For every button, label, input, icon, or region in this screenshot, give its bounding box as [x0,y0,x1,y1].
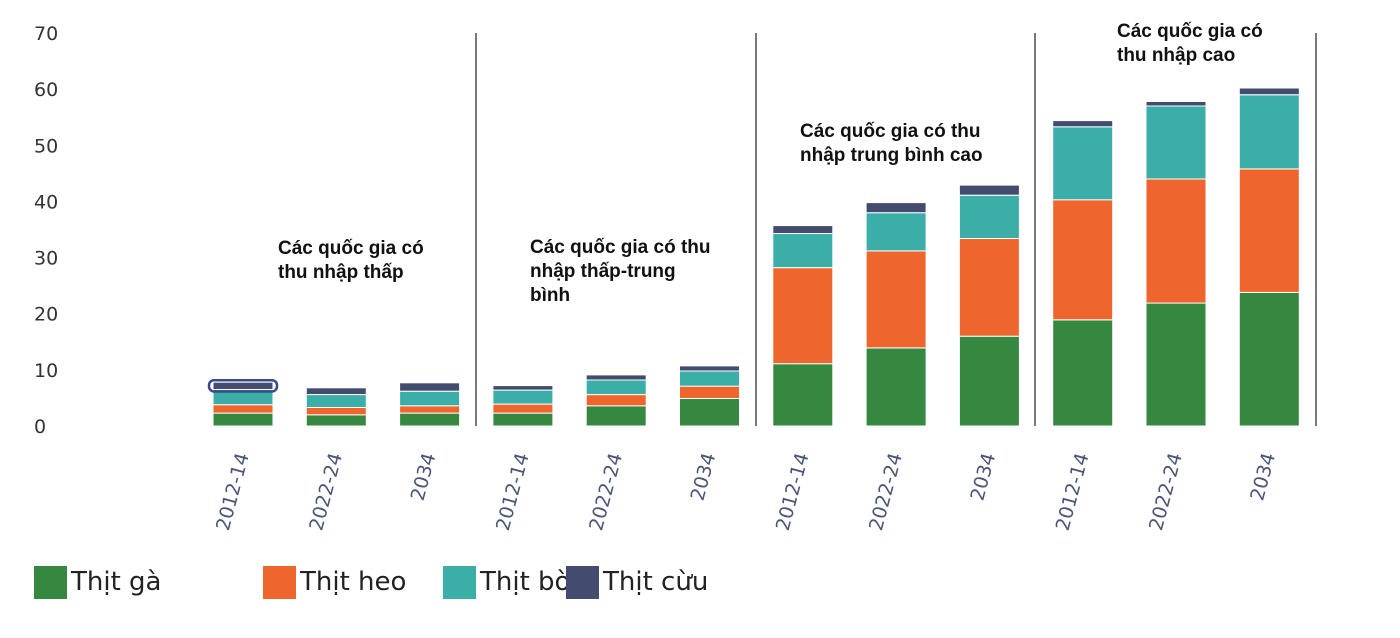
bar-segment-g2-2012-14-thit-ga [492,412,554,427]
x-tick-label-g2-2034: 2034 [687,451,721,503]
x-tick-label-g3-2034: 2034 [966,451,1000,503]
bar-segment-g1-2012-14-thit-ga [212,412,274,427]
legend: Thịt gà Thịt heo Thịt bò Thịt cừu [34,564,734,600]
bar-segment-g1-2034-thit-heo [399,405,461,414]
bar-segment-g4-2012-14-thit-cuu [1052,120,1114,128]
bar-segment-g3-2022-24-thit-heo [865,250,927,349]
bar-segment-g3-2012-14-thit-ga [772,363,834,427]
bar-segment-g4-2022-24-thit-bo [1145,105,1207,180]
bar-segment-g2-2034-thit-bo [679,370,740,387]
legend-item-chicken: Thịt gà [34,564,161,600]
bar-segment-g3-2022-24-thit-bo [865,212,927,252]
bar-segment-g2-2012-14-thit-cuu [492,385,554,391]
bar-segment-g3-2022-24-thit-cuu [865,202,927,214]
bar-segment-g3-2012-14-thit-bo [772,232,834,269]
legend-item-lamb: Thịt cừu [566,564,708,600]
bar-segment-g1-2034-thit-cuu [399,382,461,392]
group-label-1: Các quốc gia có thu nhập thấp [278,238,424,283]
bar-segment-g4-2012-14-thit-heo [1052,199,1114,321]
bar-segment-g3-2034-thit-heo [958,238,1020,337]
x-tick-label-g4-2012-14: 2012-14 [1052,451,1094,533]
bar-segment-g2-2034-thit-ga [679,398,740,427]
bar-segment-g3-2034-thit-bo [958,194,1020,240]
legend-item-beef: Thịt bò [443,564,570,600]
bar-segment-g4-2022-24-thit-heo [1145,178,1207,304]
group-label-3: Các quốc gia có thu nhập trung bình cao [800,121,983,166]
group-separators [475,33,1317,426]
legend-swatch-beef [443,565,476,599]
y-tick-label-0: 0 [34,416,46,438]
legend-swatch-lamb [566,565,599,599]
x-tick-label-g3-2022-24: 2022-24 [865,451,907,533]
bar-segment-g4-2034-thit-cuu [1238,87,1300,96]
y-tick-label-10: 10 [34,360,58,382]
bar-segment-g4-2034-thit-bo [1238,94,1300,170]
y-axis: 0 10 20 30 40 50 60 70 [34,23,58,438]
y-tick-label-70: 70 [34,23,58,45]
bar-segment-g3-2034-thit-ga [958,335,1020,427]
legend-label-pork: Thịt heo [300,567,407,597]
x-tick-label-g2-2012-14: 2012-14 [492,451,534,533]
x-tick-label-g2-2022-24: 2022-24 [585,451,627,533]
bar-segment-g1-2034-thit-ga [399,412,461,427]
x-tick-label-g1-2022-24: 2022-24 [305,451,347,533]
bar-segment-g4-2022-24-thit-cuu [1145,101,1207,107]
bar-segment-g1-2022-24-thit-bo [305,394,367,409]
legend-swatch-chicken [34,565,67,599]
x-axis: 2012-14 2022-24 2034 2012-14 2022-24 2034 2012… [212,451,1280,533]
bar-segment-g1-2022-24-thit-ga [305,414,367,427]
bar-segment-g2-2022-24-thit-bo [585,379,647,396]
legend-label-chicken: Thịt gà [71,567,162,597]
x-tick-label-g1-2034: 2034 [407,451,441,503]
y-tick-label-30: 30 [34,248,58,270]
bar-segment-g3-2012-14-thit-cuu [772,225,834,235]
legend-item-pork: Thịt heo [263,564,406,600]
bar-segment-g2-2022-24-thit-heo [585,394,647,407]
group-labels: Các quốc gia có thu nhập thấp Các quốc gia… [278,21,1263,306]
bar-segment-g1-2022-24-thit-heo [305,407,367,416]
bar-segment-g4-2034-thit-ga [1238,291,1300,427]
bar-segment-g1-2022-24-thit-cuu [305,387,367,395]
bar-segment-g4-2012-14-thit-ga [1052,319,1114,427]
y-tick-label-40: 40 [34,191,58,213]
bar-segment-g1-2034-thit-bo [399,390,461,407]
bar-segment-g2-2022-24-thit-ga [585,405,647,427]
highlight-box [207,378,279,393]
x-tick-label-g4-2022-24: 2022-24 [1145,451,1187,533]
bar-segment-g2-2034-thit-heo [679,385,740,400]
legend-swatch-pork [263,565,296,599]
bars [207,87,1300,427]
bar-segment-g4-2034-thit-heo [1238,168,1300,293]
legend-label-beef: Thịt bò [480,567,571,597]
x-tick-label-g4-2034: 2034 [1246,451,1280,503]
bar-segment-g3-2022-24-thit-ga [865,347,927,427]
bar-segment-g1-2012-14-thit-cuu [212,381,274,391]
y-tick-label-20: 20 [34,304,58,326]
bar-segment-g2-2012-14-thit-heo [492,403,554,414]
bar-segment-g2-2012-14-thit-bo [492,389,554,405]
group-label-4: Các quốc gia có thu nhập cao [1117,21,1263,66]
x-tick-label-g1-2012-14: 2012-14 [212,451,254,533]
bar-segment-g2-2022-24-thit-cuu [585,374,647,381]
bar-segment-g2-2034-thit-cuu [679,365,740,372]
bar-segment-g3-2012-14-thit-heo [772,267,834,365]
x-tick-label-g3-2012-14: 2012-14 [772,451,814,533]
group-label-2: Các quốc gia có thu nhập thấp-trung bình [530,237,711,306]
bar-segment-g1-2012-14-thit-heo [212,404,274,414]
y-tick-label-50: 50 [34,135,58,157]
bar-segment-g4-2022-24-thit-ga [1145,302,1207,427]
y-tick-label-60: 60 [34,79,58,101]
legend-label-lamb: Thịt cừu [603,567,709,597]
bar-segment-g3-2034-thit-cuu [958,184,1020,196]
bar-segment-g4-2012-14-thit-bo [1052,126,1114,201]
